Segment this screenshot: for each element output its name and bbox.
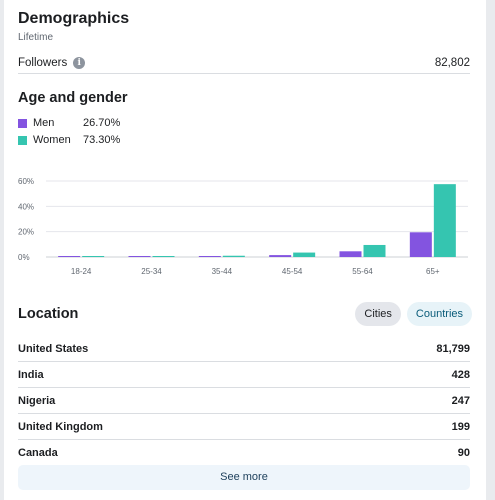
location-value: 199 bbox=[451, 420, 470, 433]
location-value: 428 bbox=[451, 368, 470, 381]
age-gender-title: Age and gender bbox=[18, 90, 128, 106]
bar-women-55-64[interactable] bbox=[363, 244, 386, 257]
see-more-button[interactable]: See more bbox=[18, 465, 470, 490]
y-tick-label: 0% bbox=[18, 253, 30, 262]
bar-men-65+[interactable] bbox=[409, 232, 432, 257]
location-value: 90 bbox=[457, 446, 470, 459]
bar-women-25-34[interactable] bbox=[152, 256, 175, 257]
legend-men-label: Men bbox=[33, 117, 55, 129]
bar-men-55-64[interactable] bbox=[339, 251, 362, 257]
bar-men-35-44[interactable] bbox=[198, 256, 221, 257]
followers-row: Followers i 82,802 bbox=[18, 53, 470, 74]
bar-men-45-54[interactable] bbox=[269, 255, 292, 257]
y-tick-label: 40% bbox=[18, 202, 34, 211]
y-tick-label: 60% bbox=[18, 177, 34, 186]
x-tick-label: 55-64 bbox=[352, 267, 373, 276]
men-swatch bbox=[18, 118, 27, 128]
legend-women-label: Women bbox=[33, 134, 71, 146]
location-row: United States 81,799 bbox=[18, 336, 470, 362]
legend-women: Women 73.30% bbox=[18, 134, 120, 146]
women-swatch bbox=[18, 135, 27, 145]
x-tick-label: 45-54 bbox=[282, 267, 303, 276]
followers-value: 82,802 bbox=[434, 57, 470, 69]
bar-men-25-34[interactable] bbox=[128, 256, 151, 257]
info-icon[interactable]: i bbox=[73, 57, 86, 69]
cities-tab[interactable]: Cities bbox=[355, 302, 401, 326]
location-name: United Kingdom bbox=[18, 420, 103, 433]
location-name: United States bbox=[18, 342, 89, 355]
bar-women-45-54[interactable] bbox=[293, 252, 316, 257]
legend-women-percent: 73.30% bbox=[83, 134, 121, 146]
x-tick-label: 25-34 bbox=[141, 267, 162, 276]
bar-men-18-24[interactable] bbox=[58, 256, 81, 257]
location-toggle: Cities Countries bbox=[355, 302, 472, 326]
followers-label: Followers bbox=[18, 57, 68, 69]
x-tick-label: 18-24 bbox=[71, 267, 92, 276]
x-tick-label: 35-44 bbox=[212, 267, 233, 276]
legend-men: Men 26.70% bbox=[18, 117, 120, 129]
location-name: Nigeria bbox=[18, 394, 56, 407]
x-tick-label: 65+ bbox=[426, 267, 440, 276]
demographics-card: Demographics Lifetime Followers i 82,802… bbox=[4, 0, 486, 500]
location-value: 81,799 bbox=[436, 342, 470, 355]
location-title: Location bbox=[18, 306, 79, 322]
location-list: United States 81,799 India 428 Nigeria 2… bbox=[18, 336, 470, 465]
demographics-title: Demographics bbox=[18, 10, 130, 27]
location-value: 247 bbox=[451, 394, 470, 407]
followers-label-group: Followers i bbox=[18, 57, 86, 69]
age-gender-chart: 0% 20% 40% 60% 18-24 25-34 35-44 45-54 55-64 65+ bbox=[18, 177, 468, 276]
demographics-subtitle: Lifetime bbox=[18, 32, 54, 43]
location-name: Canada bbox=[18, 446, 58, 459]
location-row: Canada 90 bbox=[18, 440, 470, 465]
location-name: India bbox=[18, 368, 44, 381]
bar-women-65+[interactable] bbox=[433, 184, 456, 257]
bar-women-18-24[interactable] bbox=[82, 256, 105, 257]
countries-tab[interactable]: Countries bbox=[406, 302, 472, 326]
legend-men-percent: 26.70% bbox=[83, 117, 121, 129]
y-tick-label: 20% bbox=[18, 228, 34, 237]
location-row: United Kingdom 199 bbox=[18, 414, 470, 440]
location-row: Nigeria 247 bbox=[18, 388, 470, 414]
location-row: India 428 bbox=[18, 362, 470, 388]
bar-women-35-44[interactable] bbox=[222, 255, 245, 257]
